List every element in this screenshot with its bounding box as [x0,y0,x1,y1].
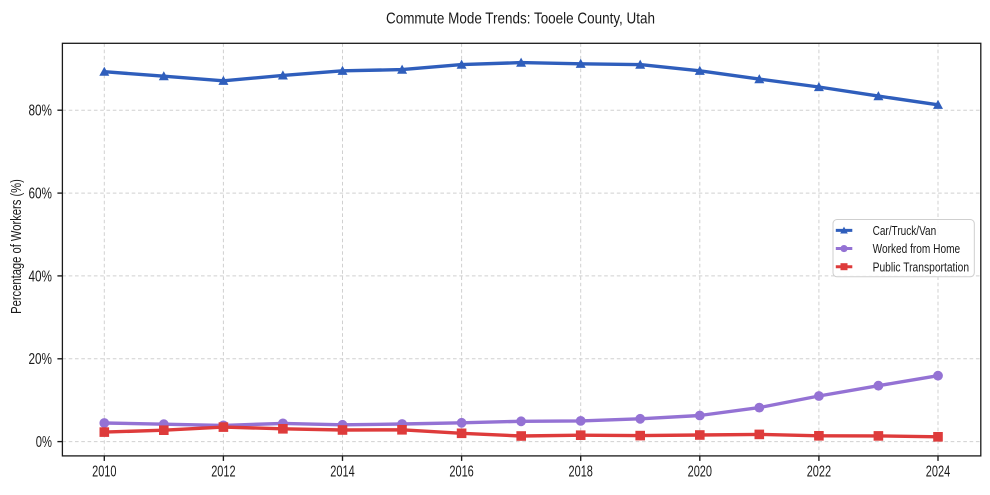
svg-text:2018: 2018 [569,463,593,480]
svg-text:80%: 80% [29,103,53,120]
svg-text:2012: 2012 [211,463,235,480]
svg-text:40%: 40% [29,268,53,285]
svg-text:2014: 2014 [330,463,355,480]
svg-text:Worked from Home: Worked from Home [873,241,961,256]
svg-text:Car/Truck/Van: Car/Truck/Van [873,223,937,238]
svg-text:60%: 60% [29,186,53,203]
svg-text:2024: 2024 [926,463,951,480]
svg-text:2016: 2016 [449,463,473,480]
svg-text:2022: 2022 [807,463,831,480]
svg-text:20%: 20% [29,351,53,368]
svg-text:Percentage of Workers (%): Percentage of Workers (%) [8,179,25,314]
svg-text:2010: 2010 [92,463,116,480]
svg-text:2020: 2020 [688,463,712,480]
svg-text:Commute Mode Trends: Tooele Co: Commute Mode Trends: Tooele County, Utah [386,11,655,28]
svg-text:0%: 0% [36,434,52,451]
svg-text:Public Transportation: Public Transportation [873,259,970,274]
